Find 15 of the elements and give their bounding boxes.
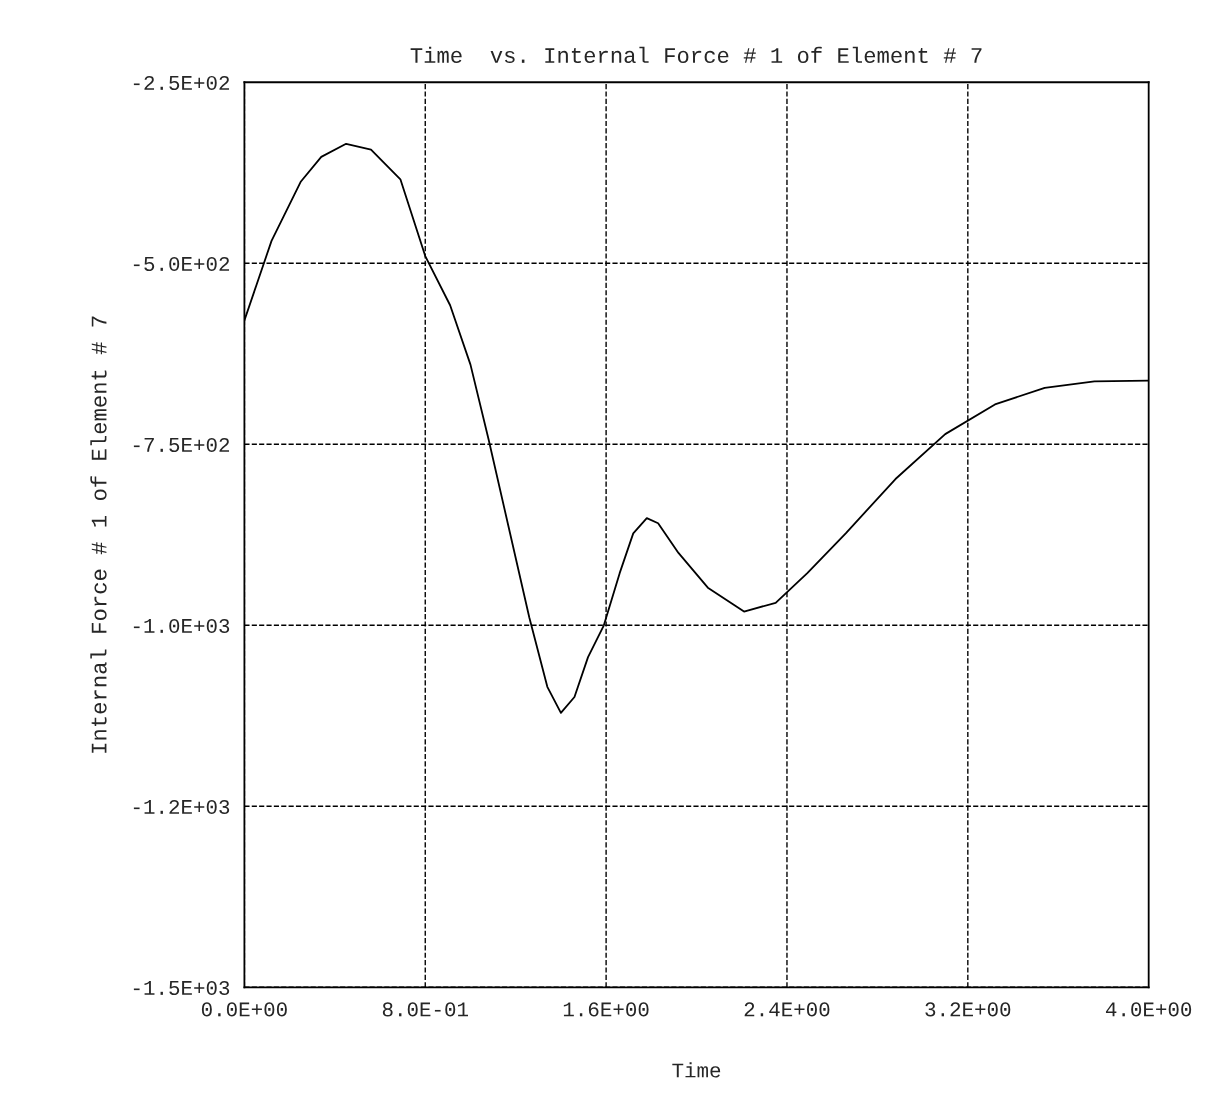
y-tick-label: -5.0E+02 [133,256,230,272]
x-tick-label: 2.4E+00 [744,1002,830,1017]
x-tick-label: 0.0E+00 [201,1002,287,1017]
x-tick-label: 8.0E-01 [382,1002,468,1017]
x-tick-label: 1.6E+00 [563,1002,649,1017]
y-tick-label: -1.5E+03 [133,980,230,996]
y-tick-label: -1.0E+03 [133,618,230,634]
x-tick-label: 4.0E+00 [1105,1002,1192,1017]
y-axis-title: Internal Force # 1 of Element # 7 [90,316,107,753]
y-tick-label: -7.5E+02 [133,437,230,453]
y-tick-label: -1.2E+03 [133,799,230,815]
x-tick-label: 3.2E+00 [925,1002,1011,1017]
y-tick-label: -2.5E+02 [133,75,230,91]
chart-title: Time vs. Internal Force # 1 of Element # 7 [410,46,982,64]
x-axis-title: Time [672,1062,721,1078]
